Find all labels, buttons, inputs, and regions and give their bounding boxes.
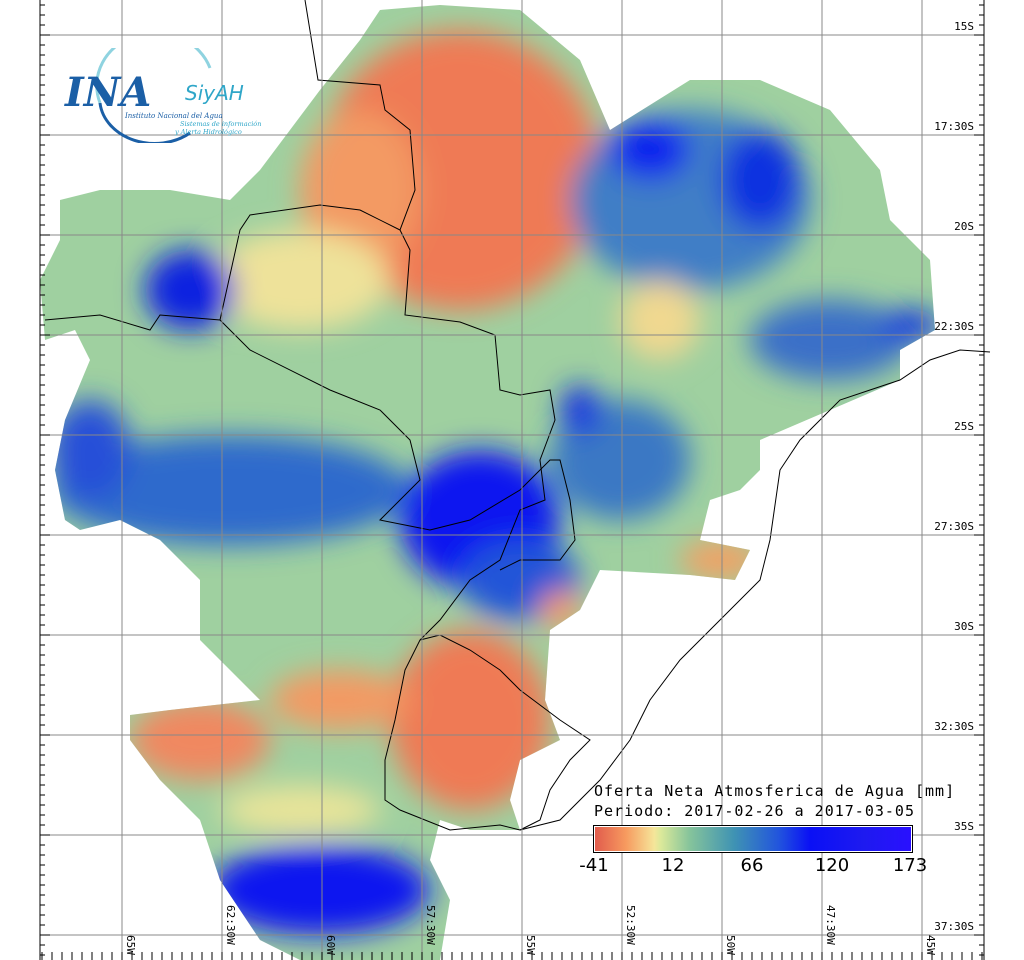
ina-siyah-logo: INA SiyAH Instituto Nacional del Agua Si… (60, 48, 270, 143)
latitude-label: 25S (954, 420, 974, 433)
latitude-label: 32:30S (934, 720, 974, 733)
longitude-label: 50W (724, 935, 737, 955)
longitude-label: 65W (124, 935, 137, 955)
map-period: Periodo: 2017-02-26 a 2017-03-05 (594, 802, 915, 820)
country-borders (44, 0, 991, 831)
latitude-label: 17:30S (934, 120, 974, 133)
longitude-label: 52:30W (624, 905, 637, 945)
colorbar-tick: 66 (740, 855, 764, 876)
latitude-label: 27:30S (934, 520, 974, 533)
svg-text:Instituto Nacional del Agua: Instituto Nacional del Agua (124, 112, 223, 120)
colorbar-tick: 120 (814, 855, 850, 876)
longitude-labels: 65W 62:30W 60W 57:30W 55W 52:30W 50W 47:30W 45W (124, 905, 937, 955)
latitude-label: 22:30S (934, 320, 974, 333)
longitude-label: 45W (924, 935, 937, 955)
latitude-label: 37:30S (934, 920, 974, 933)
longitude-label: 55W (524, 935, 537, 955)
axis-ticks (39, 0, 985, 960)
latitude-label: 20S (954, 220, 974, 233)
latitude-label: 30S (954, 620, 974, 633)
longitude-label: 47:30W (824, 905, 837, 945)
colorbar-tick: 173 (892, 855, 928, 876)
latitude-label: 15S (954, 20, 974, 33)
longitude-label: 57:30W (424, 905, 437, 945)
colorbar (593, 825, 913, 853)
colorbar-tick: 12 (661, 855, 685, 876)
colorbar-tick: -41 (579, 855, 609, 876)
latitude-labels: 15S 17:30S 20S 22:30S 25S 27:30S 30S 32:30S 35S 3… (934, 20, 974, 933)
svg-text:INA: INA (64, 69, 151, 116)
longitude-label: 62:30W (224, 905, 237, 945)
svg-text:SiyAH: SiyAH (185, 81, 244, 105)
svg-text:y Alerta Hidrológico: y Alerta Hidrológico (174, 128, 242, 136)
svg-text:Sistemas de información: Sistemas de información (180, 120, 261, 128)
longitude-label: 60W (324, 935, 337, 955)
map-title: Oferta Neta Atmosferica de Agua [mm] (594, 782, 956, 800)
latitude-label: 35S (954, 820, 974, 833)
